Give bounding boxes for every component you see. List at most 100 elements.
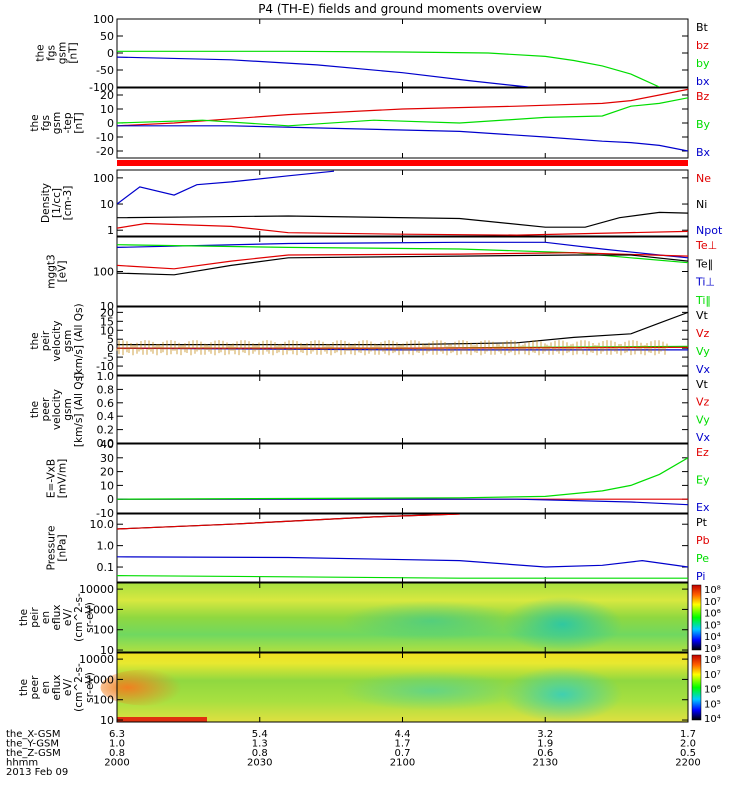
panel-frame (116, 87, 689, 159)
series-noise (116, 340, 668, 356)
legend-entry: Ti⊥ (695, 276, 715, 289)
footer-row-value: 4.4 (395, 729, 411, 740)
series-line (117, 254, 688, 276)
panel-peer-eflux: 10⁸ 10⁷ 10⁶ 10⁵ 10⁴ 10000 1000 100 10 the peer en ef… (18, 652, 721, 727)
colorbar-label: 10⁸ (704, 585, 721, 596)
y-axis-label-line: [nT] (73, 112, 85, 133)
y-tick-label: 10 (100, 479, 114, 492)
colorbar-gradient (691, 584, 702, 651)
y-axis-label-line: [eV] (57, 261, 69, 283)
heatmap-feature (341, 600, 522, 641)
y-tick-label: 0 (107, 342, 114, 355)
legend-entry: Ez (696, 446, 709, 459)
legend-entry: Vz (696, 396, 710, 409)
series-line (117, 56, 529, 87)
y-axis-label-line: [nT] (68, 42, 80, 63)
legend-entry: Npot (696, 224, 723, 237)
y-tick-label: 100 (93, 172, 114, 185)
y-tick-label: 0 (107, 493, 114, 506)
y-axis-label-line: E=-VxB (46, 459, 58, 498)
legend-entry: by (696, 57, 710, 70)
legend-entry: Pt (696, 516, 708, 529)
panel-frame (116, 169, 689, 237)
heatmap-feature (502, 596, 623, 653)
panel-frame (116, 236, 689, 307)
legend-entry: Vt (696, 378, 709, 391)
legend-entry: Pi (696, 570, 705, 583)
heatmap-feature (117, 717, 207, 722)
y-axis-label-line: gsm (62, 330, 74, 352)
series-line (117, 514, 460, 530)
y-axis-label-line: [cm-3] (62, 186, 74, 221)
y-axis-label-line: peer (29, 675, 41, 700)
y-axis-label-line: gsm (62, 398, 74, 420)
footer-row-value: 1.0 (109, 739, 125, 750)
y-axis-label-line: [km/s] (All Qs) (73, 372, 85, 447)
y-axis-label: mggt3 [eV] (46, 254, 69, 288)
legend-entry: Bt (696, 21, 709, 34)
series-line (117, 498, 688, 506)
colorbar-label: 10⁸ (704, 655, 721, 666)
y-tick-label: 50 (100, 30, 114, 43)
colorbar-label: 10⁷ (704, 670, 721, 681)
y-axis-label-line: sr-eV) (84, 602, 96, 633)
y-tick-label: 10000 (79, 653, 114, 666)
colorbar-label: 10⁶ (704, 685, 721, 696)
y-tick-label: 0.6 (97, 397, 115, 410)
legend-entry: Ni (696, 198, 707, 211)
y-axis-label-line: eV/ (62, 678, 74, 696)
footer-row-value: 1.7 (680, 729, 696, 740)
y-axis-label: the peer en eflux eV/(cm^2-s-sr-eV) (18, 663, 96, 712)
legend-entry: Bx (696, 146, 711, 159)
legend-entry: By (696, 118, 711, 131)
legend-entry: Pe (696, 552, 709, 565)
y-axis-label-line: the (18, 679, 30, 696)
colorbar-gradient (691, 654, 702, 721)
panel-frame (116, 306, 689, 376)
y-tick-label: 0.2 (97, 424, 115, 437)
legend-entry: Pb (696, 534, 710, 547)
legend-entry: bz (696, 39, 709, 52)
y-tick-label: 0.0 (97, 437, 115, 450)
footer-row-value: 3.2 (537, 729, 553, 740)
y-axis-label-line: fgs (40, 115, 52, 131)
y-axis-label-line: [mV/m] (57, 459, 69, 498)
series-line (117, 556, 688, 568)
series-line (117, 97, 688, 127)
footer-row-label: the_X-GSM (6, 729, 60, 740)
series-line (117, 170, 335, 205)
panel-frame (116, 18, 689, 88)
footer-row-value: 0.8 (252, 748, 268, 759)
footer-row-label: the_Z-GSM (6, 748, 61, 759)
footer-row-label: the_Y-GSM (6, 739, 59, 750)
series-line (117, 574, 688, 579)
legend-entry: Ey (696, 474, 710, 487)
y-tick-label: -10 (96, 131, 114, 144)
y-axis-label-line: [1/cc] (51, 188, 63, 218)
y-axis-label-line: peer (40, 397, 52, 422)
legend-entry: Vt (696, 309, 709, 322)
panel-frame (116, 513, 689, 583)
y-tick-label: 1000 (86, 673, 114, 686)
footer-date: 2013 Feb 09 (6, 767, 68, 778)
legend-entry: Te⊥ (695, 239, 717, 252)
footer-row-value: 2130 (533, 758, 558, 769)
y-tick-label: -20 (96, 145, 114, 158)
y-axis-label: the fgs gsm [nT] (35, 42, 80, 64)
footer-row-value: 0.8 (109, 748, 125, 759)
legend-entry: Ti‖ (695, 294, 711, 307)
separator-bar (117, 160, 688, 166)
y-axis-label-line: gsm (51, 112, 63, 134)
y-tick-label: 20 (100, 466, 114, 479)
y-tick-label: 10000 (79, 583, 114, 596)
y-axis-label-line: gsm (57, 42, 69, 64)
panel-density: 100 10 1 Density [1/cc] [cm-3] Ne Ni Npot (40, 169, 723, 237)
y-tick-label: 1.0 (97, 540, 115, 553)
series-line (117, 88, 688, 127)
legend-entry: Vy (696, 345, 710, 358)
series-line (117, 311, 688, 346)
footer-row-value: 1.3 (252, 739, 268, 750)
y-tick-label: -50 (96, 64, 114, 77)
y-tick-label: 1.0 (97, 370, 115, 383)
colorbar-label: 10⁵ (704, 699, 721, 710)
